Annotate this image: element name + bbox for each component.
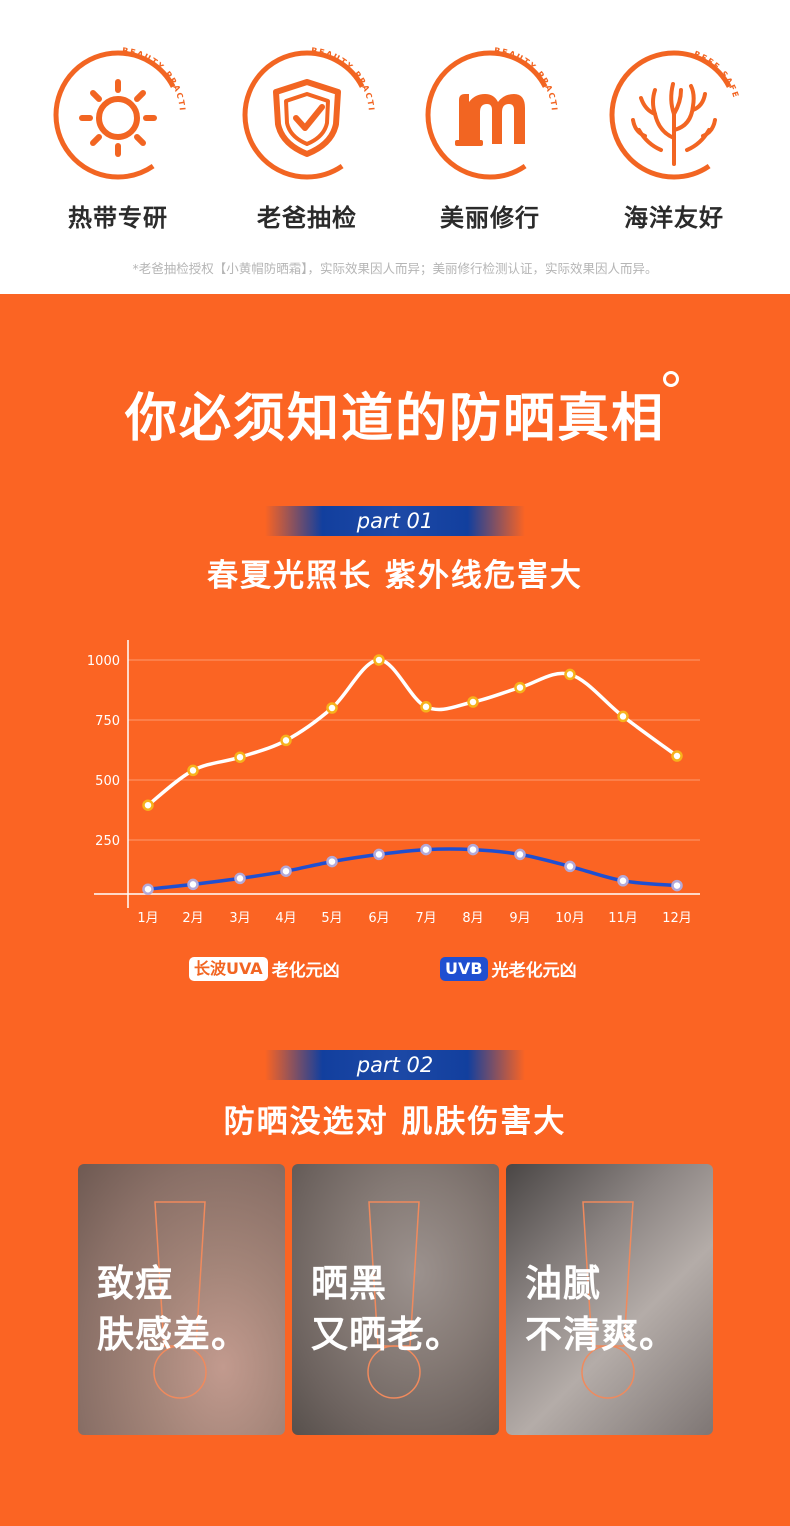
caption-line-2: 肤感差。 xyxy=(97,1313,249,1356)
series-line-uva xyxy=(146,658,679,807)
data-point-uva xyxy=(187,764,199,777)
shield-check-icon xyxy=(273,79,341,157)
data-point-uvb xyxy=(564,860,576,873)
y-tick-label: 1000 xyxy=(87,654,120,669)
data-point-uva xyxy=(467,696,479,708)
legend-uvb-text: 光老化元凶 xyxy=(491,961,577,981)
data-point-uva xyxy=(420,701,432,713)
y-tick-label: 500 xyxy=(95,774,120,789)
exclamation-icon xyxy=(581,1201,635,1399)
coral-icon xyxy=(631,82,717,166)
legend-uvb: UVB 光老化元凶 xyxy=(440,956,577,981)
x-tick-label: 6月 xyxy=(368,911,389,926)
data-point-uvb xyxy=(280,865,292,877)
svg-text:REEF SAFE: REEF SAFE xyxy=(692,49,740,99)
legend-uva-chip: 长波UVA xyxy=(189,956,268,981)
skin-photo-bg xyxy=(292,1164,499,1435)
data-point-uvb xyxy=(187,878,199,891)
skin-photo-bg xyxy=(506,1164,713,1435)
data-point-uvb xyxy=(234,872,246,885)
x-tick-label: 5月 xyxy=(321,911,342,926)
x-tick-label: 3月 xyxy=(229,911,250,926)
photo-caption: 油腻 不清爽。 xyxy=(525,1258,677,1360)
data-point-uvb xyxy=(514,848,526,861)
x-tick-label: 10月 xyxy=(555,911,585,926)
caption-line-1: 致痘 xyxy=(97,1262,173,1305)
legend-uvb-chip: UVB xyxy=(440,956,488,981)
data-point-uva xyxy=(234,751,246,763)
part1-tag: part 01 xyxy=(265,506,525,536)
x-tick-label: 9月 xyxy=(509,911,530,926)
skin-photo-bg xyxy=(78,1164,285,1435)
badge-label-2: 老爸抽检 xyxy=(257,204,357,232)
badge-dad-check: BEAUTY PRACTICE 老爸抽检 xyxy=(232,40,382,233)
part2-title: 防晒没选对 肌肤伤害大 xyxy=(223,1104,567,1140)
photo-caption: 晒黑 又晒老。 xyxy=(311,1258,463,1360)
data-point-uva xyxy=(142,799,154,811)
m-logo-icon xyxy=(455,94,525,146)
exclamation-icon xyxy=(367,1201,421,1399)
badge-ring-text-4: REEF SAFE xyxy=(692,49,739,99)
data-point-uva xyxy=(326,702,338,714)
data-point-uva xyxy=(671,750,683,762)
data-point-uvb xyxy=(326,855,338,868)
badge-label-3: 美丽修行 xyxy=(440,204,540,232)
photo-caption: 致痘 肤感差。 xyxy=(97,1258,249,1360)
certification-section: BEAUTY PRACTICE 热带专研 BEAUTY PRACTICE 老爸抽… xyxy=(0,0,790,294)
main-title: 你必须知道的防晒真相 xyxy=(124,389,665,449)
data-point-uvb xyxy=(467,843,479,856)
data-point-uvb xyxy=(420,843,432,856)
x-tick-label: 1月 xyxy=(137,911,158,926)
x-tick-label: 8月 xyxy=(462,911,483,926)
badge-ring-1: BEAUTY PRACTICE xyxy=(43,40,185,180)
sun-icon xyxy=(79,79,157,157)
badge-ring-2: BEAUTY PRACTICE xyxy=(232,40,374,180)
badge-tropical: BEAUTY PRACTICE 热带专研 xyxy=(43,40,193,233)
legend-uva: 长波UVA 老化元凶 xyxy=(189,956,340,981)
skin-photo-oily: 油腻 不清爽。 xyxy=(506,1164,713,1435)
badge-beauty-practice: BEAUTY PRACTICE 美丽修行 xyxy=(415,40,565,233)
data-point-uvb xyxy=(373,848,385,861)
data-point-uva xyxy=(280,734,292,747)
badge-ring-3: BEAUTY PRACTICE xyxy=(415,40,557,180)
caption-line-1: 油腻 xyxy=(525,1262,601,1305)
y-tick-label: 750 xyxy=(95,714,120,729)
data-point-uva xyxy=(514,681,526,694)
skin-photo-acne: 致痘 肤感差。 xyxy=(78,1164,285,1435)
legend-uva-text: 老化元凶 xyxy=(271,961,340,981)
sun-truth-section: 你必须知道的防晒真相 part 01 春夏光照长 紫外线危害大 250 500 75… xyxy=(0,294,790,1526)
badge-label-1: 热带专研 xyxy=(68,204,168,232)
x-tick-label: 7月 xyxy=(415,911,436,926)
y-tick-label: 250 xyxy=(95,834,120,849)
data-point-uvb xyxy=(617,875,629,887)
exclamation-icon xyxy=(153,1201,207,1399)
uv-line-chart: 250 500 750 1000 1月 2月 3月 4月 5月 6月 7月 8月 9月 10月 11月 12月 xyxy=(87,640,700,926)
x-tick-label: 12月 xyxy=(662,911,692,926)
badge-label-4: 海洋友好 xyxy=(624,204,724,232)
badge-reef-safe: REEF SAFE 海洋友好 xyxy=(599,40,749,233)
part1-title: 春夏光照长 紫外线危害大 xyxy=(207,558,583,594)
part2-tag: part 02 xyxy=(265,1050,525,1080)
x-tick-label: 4月 xyxy=(275,911,296,926)
series-line-uvb xyxy=(147,847,678,891)
data-point-uva xyxy=(373,654,385,666)
skin-photo-tanning: 晒黑 又晒老。 xyxy=(292,1164,499,1435)
caption-line-2: 不清爽。 xyxy=(525,1313,677,1356)
data-point-uvb xyxy=(142,883,154,895)
data-point-uva xyxy=(617,710,629,723)
x-tick-label: 11月 xyxy=(608,911,638,926)
data-point-uvb xyxy=(671,879,683,892)
caption-line-2: 又晒老。 xyxy=(311,1313,463,1356)
data-point-uva xyxy=(564,668,576,681)
badge-ring-4: REEF SAFE xyxy=(609,49,740,180)
disclaimer-text: *老爸抽检授权【小黄帽防晒霜】，实际效果因人而异；美丽修行检测认证，实际效果因人… xyxy=(132,261,658,276)
caption-line-1: 晒黑 xyxy=(311,1262,387,1305)
x-tick-label: 2月 xyxy=(182,911,203,926)
degree-ring-decoration xyxy=(663,371,679,387)
